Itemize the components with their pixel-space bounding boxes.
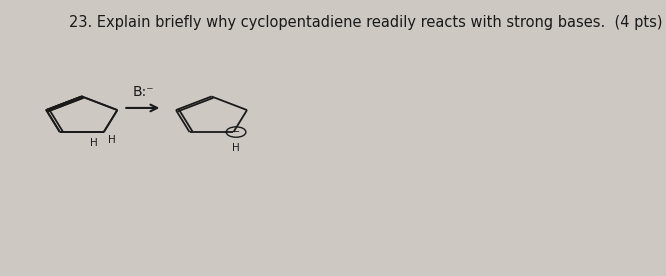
Text: 23. Explain briefly why cyclopentadiene readily reacts with strong bases.  (4 pt: 23. Explain briefly why cyclopentadiene … <box>69 15 662 30</box>
Text: H: H <box>90 138 97 148</box>
Text: H: H <box>108 135 116 145</box>
Text: B:⁻: B:⁻ <box>133 85 154 99</box>
Text: −: − <box>232 127 240 137</box>
Text: H: H <box>232 143 240 153</box>
